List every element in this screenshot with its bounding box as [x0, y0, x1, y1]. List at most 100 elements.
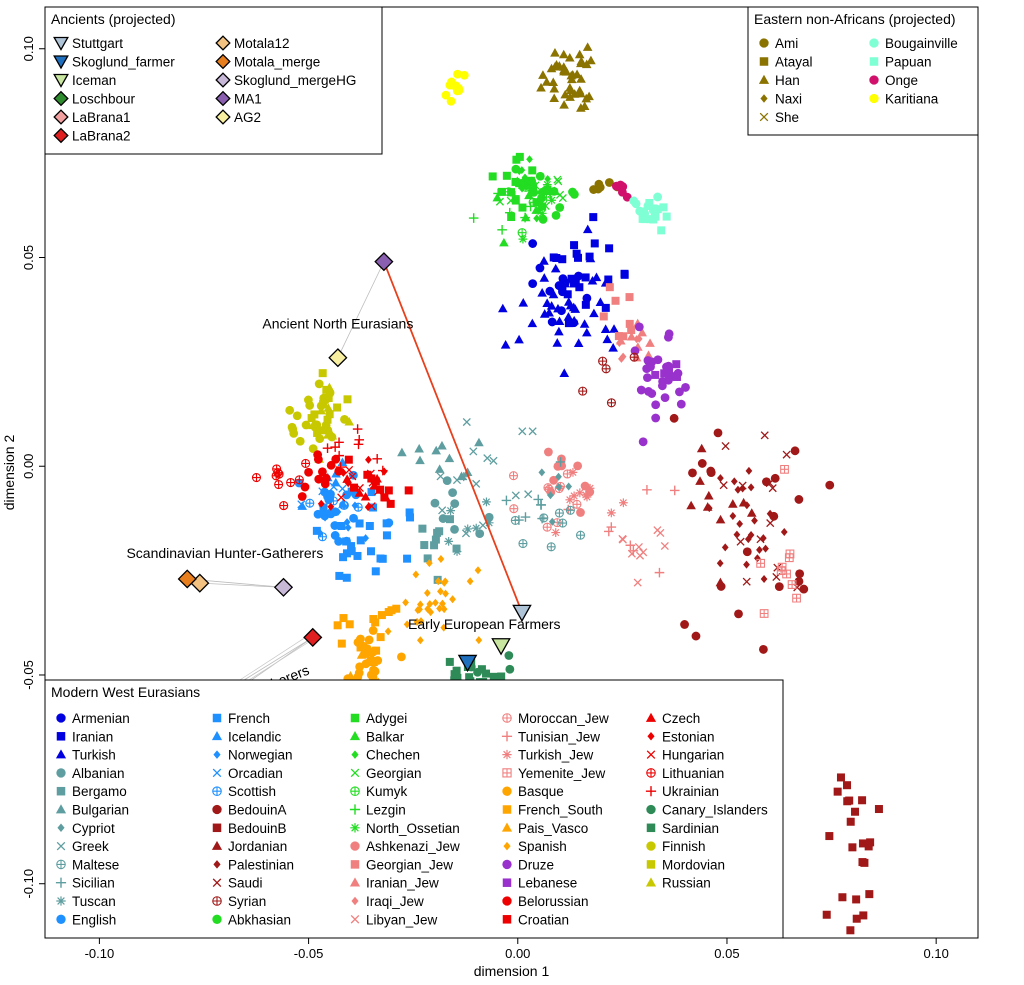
point-finnish	[285, 405, 295, 415]
point-spanish	[417, 617, 425, 626]
point-ukrainian	[354, 435, 365, 445]
legend-marker-russian	[645, 877, 657, 887]
point-french-south	[345, 620, 354, 629]
legend-marker-loschbour	[53, 90, 69, 107]
point-lithuanian	[274, 479, 284, 490]
point-ukrainian	[353, 439, 364, 450]
point-bedouinb	[851, 807, 860, 816]
point-palestinian	[730, 477, 738, 486]
point-maltese	[565, 505, 575, 515]
legend-label-georgian-jew: Georgian_Jew	[366, 857, 453, 872]
legend-label-atayal: Atayal	[775, 55, 813, 70]
legend-label-iranian: Iranian	[72, 729, 113, 744]
point-libyan-jew	[618, 535, 627, 544]
point-bedouinb	[822, 910, 831, 919]
legend-label-she: She	[775, 110, 799, 125]
legend-marker-estonian	[647, 732, 655, 741]
point-belorussian	[334, 466, 344, 476]
point-bedouinb	[836, 773, 845, 782]
point-abkhasian	[568, 187, 577, 197]
point-croatian	[363, 470, 372, 479]
point-bedouinb	[852, 895, 861, 904]
ancient-labrana2	[303, 627, 323, 648]
legend-box	[44, 6, 383, 155]
point-han	[574, 49, 585, 59]
legend-marker-abkhasian	[212, 914, 222, 924]
point-turkish	[542, 298, 552, 307]
point-norwegian	[344, 523, 352, 532]
legend-marker-georgian	[350, 768, 360, 778]
point-cypriot	[538, 468, 546, 477]
point-belorussian	[304, 467, 313, 477]
point-bedouina	[697, 459, 707, 468]
point-turkish-jew	[568, 467, 578, 477]
point-spanish	[437, 587, 444, 596]
point-armenian	[574, 271, 583, 281]
legend-marker-yemenite-jew	[502, 768, 512, 778]
point-bougainville	[653, 192, 663, 202]
legend-label-scottish: Scottish	[228, 784, 276, 799]
point-bedouina	[716, 582, 726, 591]
point-saudi	[736, 537, 745, 546]
point-orcadian	[297, 500, 306, 509]
point-bedouinb	[848, 843, 857, 852]
point-icelandic	[338, 499, 348, 508]
legend-label-orcadian: Orcadian	[228, 766, 283, 781]
point-bedouinb	[838, 893, 847, 902]
annotation-ancient-north-eurasians: Ancient North Eurasians	[262, 315, 413, 331]
point-armenian	[582, 293, 592, 303]
point-mordovian	[313, 428, 322, 437]
point-sicilian	[514, 515, 524, 525]
point-ashkenazi-jew	[573, 461, 583, 471]
point-turkish	[539, 309, 550, 318]
point-druze	[636, 385, 646, 395]
point-cypriot	[547, 491, 554, 500]
point-palestinian	[705, 504, 713, 513]
point-iranian	[552, 253, 561, 262]
point-bedouinb	[833, 787, 842, 796]
point-iranian	[563, 290, 572, 299]
point-turkish	[550, 263, 561, 273]
legend-marker-bergamo	[56, 786, 66, 796]
point-papuan	[646, 215, 655, 224]
point-hungarian	[337, 493, 346, 502]
ancient-motala-merge	[177, 569, 197, 589]
point-libyan-jew	[633, 578, 642, 587]
legend-label-pais-vasco: Pais_Vasco	[518, 821, 588, 836]
point-ami	[595, 182, 605, 192]
point-spanish	[434, 577, 442, 586]
legend-marker-sicilian	[55, 877, 67, 888]
legend-marker-atayal	[759, 57, 769, 66]
point-lezgin	[520, 212, 530, 223]
x-tick-label: 0.10	[924, 946, 949, 961]
point-ashkenazi-jew	[549, 475, 558, 485]
legend-marker-papuan	[869, 57, 879, 66]
point-saudi	[768, 484, 777, 493]
point-han	[559, 100, 569, 109]
point-croatian	[386, 499, 395, 508]
point-palestinian	[751, 516, 758, 525]
legend-title: Ancients (projected)	[51, 11, 176, 27]
point-turkish	[514, 334, 524, 344]
point-palestinian	[762, 544, 769, 553]
point-czech	[360, 491, 371, 501]
point-scottish	[305, 498, 315, 508]
legend-marker-labrana2	[53, 127, 69, 144]
point-turkish	[582, 224, 593, 234]
point-lithuanian	[279, 501, 289, 511]
point-palestinian	[780, 527, 788, 536]
legend-marker-onge	[869, 75, 879, 85]
legend-label-bougainville: Bougainville	[885, 36, 958, 51]
legend-marker-icelandic	[211, 731, 223, 741]
point-turkish	[539, 256, 549, 265]
legend-marker-labrana1	[53, 109, 69, 125]
point-bedouina	[774, 582, 784, 592]
ancient-ag2	[328, 348, 348, 368]
legend-marker-bedouina	[212, 804, 222, 815]
point-mordovian	[318, 426, 327, 435]
point-turkish-jew	[582, 492, 592, 502]
point-karitiana	[441, 90, 451, 100]
point-druze	[651, 400, 661, 410]
point-bedouinb	[866, 838, 875, 847]
point-maltese	[539, 513, 549, 523]
